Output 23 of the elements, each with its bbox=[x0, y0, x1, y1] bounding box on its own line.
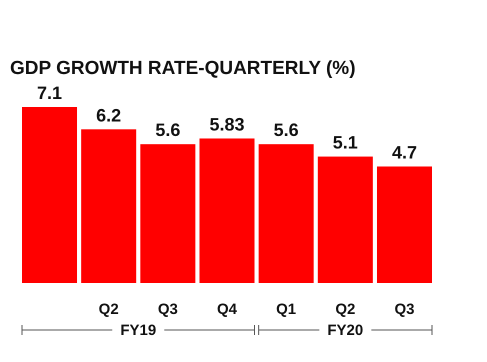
x-tick-label: Q3 bbox=[158, 301, 178, 318]
x-tick-label: Q2 bbox=[98, 301, 119, 318]
x-tick-label: Q4 bbox=[216, 301, 238, 318]
x-tick-label: Q1 bbox=[276, 301, 296, 318]
data-label: 4.7 bbox=[392, 142, 418, 162]
bar bbox=[376, 166, 432, 283]
bar bbox=[199, 138, 255, 283]
data-label: 5.6 bbox=[155, 120, 180, 140]
data-label: 5.83 bbox=[209, 114, 245, 134]
x-tick-label: Q2 bbox=[335, 301, 356, 318]
data-label: 6.2 bbox=[96, 105, 122, 126]
bar bbox=[318, 156, 373, 283]
data-label: 5.1 bbox=[332, 132, 358, 153]
x-tick-label: Q3 bbox=[394, 301, 414, 318]
data-label: 5.6 bbox=[274, 120, 299, 140]
bar bbox=[22, 107, 78, 283]
bar bbox=[258, 144, 314, 283]
chart-title: GDP GROWTH RATE-QUARTERLY (%) bbox=[10, 58, 356, 79]
bar bbox=[81, 129, 136, 283]
data-label: 7.1 bbox=[36, 83, 62, 103]
bar bbox=[140, 144, 196, 283]
text: FY20 bbox=[327, 322, 364, 339]
text: FY19 bbox=[120, 322, 156, 339]
